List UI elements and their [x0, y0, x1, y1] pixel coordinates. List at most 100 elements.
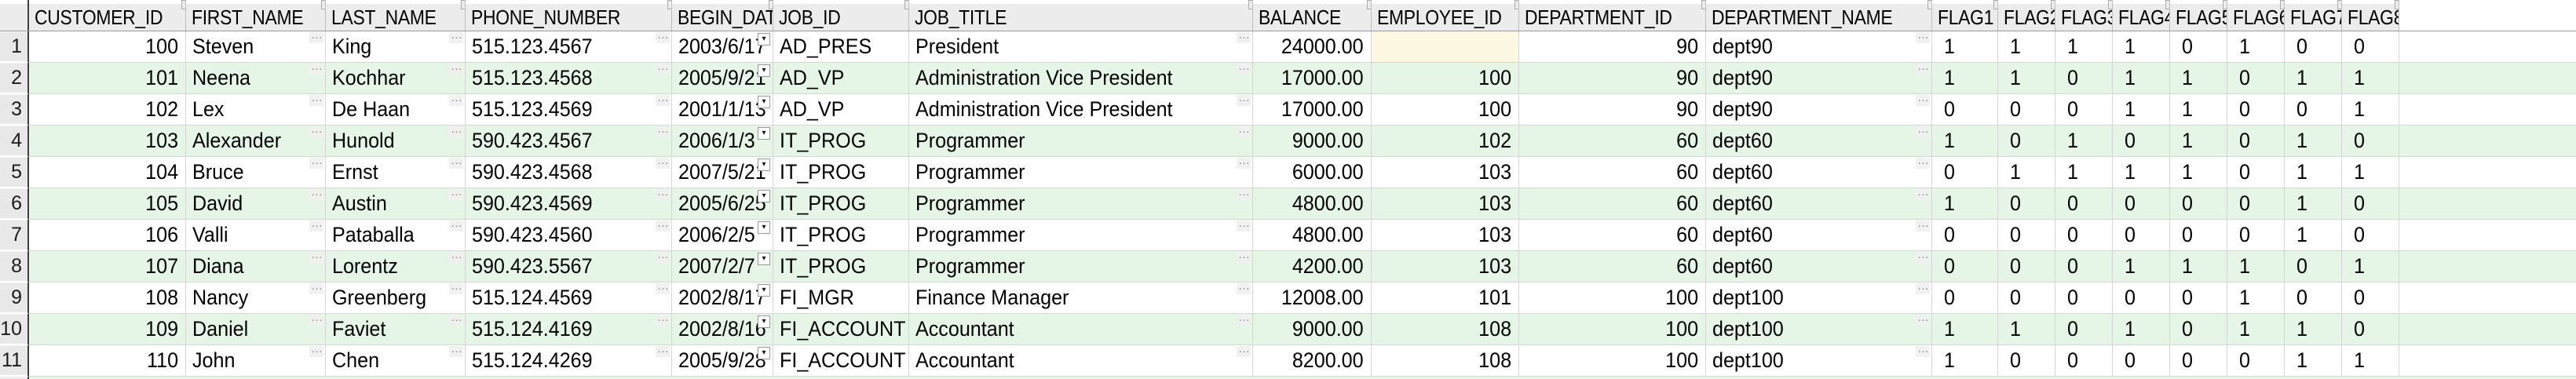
cell[interactable]: dept60…	[1706, 157, 1932, 188]
column-header-EMPLOYEE_ID[interactable]: EMPLOYEE_ID	[1372, 0, 1519, 31]
column-header-DEPARTMENT_NAME[interactable]: DEPARTMENT_NAME	[1706, 0, 1932, 31]
cell[interactable]: 17000.00	[1253, 94, 1372, 126]
cell[interactable]: 9000.00	[1253, 126, 1372, 157]
cell[interactable]: 0	[2227, 188, 2285, 220]
column-header-FIRST_NAME[interactable]: FIRST_NAME	[186, 0, 326, 31]
row-number[interactable]: 2	[0, 63, 29, 94]
column-resize-handle[interactable]	[904, 0, 908, 9]
cell[interactable]: Bruce…	[186, 157, 326, 188]
chevron-down-icon[interactable]: ▾	[758, 190, 770, 202]
row-number[interactable]: 11	[0, 345, 29, 377]
cell[interactable]: IT_PROG	[773, 126, 909, 157]
cell[interactable]: 101	[29, 63, 186, 94]
cell[interactable]: 0	[2055, 63, 2113, 94]
cell[interactable]: 0	[2055, 345, 2113, 377]
cell[interactable]: Programmer…	[909, 251, 1253, 282]
cell[interactable]: 1	[2285, 157, 2342, 188]
cell[interactable]: De Haan…	[326, 94, 466, 126]
cell[interactable]: 1	[1932, 188, 1998, 220]
column-header-LAST_NAME[interactable]: LAST_NAME	[326, 0, 466, 31]
cell[interactable]: 103	[29, 126, 186, 157]
cell[interactable]: Programmer…	[909, 126, 1253, 157]
cell[interactable]: 0	[2342, 220, 2399, 251]
cell[interactable]: David…	[186, 188, 326, 220]
cell[interactable]: AD_PRES	[773, 31, 909, 63]
cell[interactable]: 24000.00	[1253, 31, 1372, 63]
cell[interactable]: 1	[2113, 251, 2170, 282]
cell[interactable]: 0	[2227, 63, 2285, 94]
cell[interactable]: dept100…	[1706, 282, 1932, 314]
cell[interactable]: 103	[1372, 157, 1519, 188]
cell[interactable]: Accountant…	[909, 314, 1253, 345]
cell[interactable]: 101	[1372, 282, 1519, 314]
column-resize-handle[interactable]	[1515, 0, 1518, 9]
row-number[interactable]: 4	[0, 126, 29, 157]
cell[interactable]: 0	[2170, 282, 2227, 314]
cell[interactable]: 90	[1519, 31, 1706, 63]
cell[interactable]: Hunold…	[326, 126, 466, 157]
column-resize-handle[interactable]	[1993, 0, 1997, 9]
cell[interactable]: 0	[2227, 126, 2285, 157]
column-header-FLAG8[interactable]: FLAG8	[2342, 0, 2399, 31]
cell[interactable]: 0	[2170, 314, 2227, 345]
cell[interactable]: Accountant…	[909, 345, 1253, 377]
row-number[interactable]: 5	[0, 157, 29, 188]
cell[interactable]: 0	[1998, 282, 2055, 314]
cell[interactable]: 0	[2227, 345, 2285, 377]
column-resize-handle[interactable]	[1927, 0, 1931, 9]
column-resize-handle[interactable]	[2165, 0, 2169, 9]
cell[interactable]: 108	[1372, 314, 1519, 345]
cell[interactable]: 1	[1932, 314, 1998, 345]
chevron-down-icon[interactable]: ▾	[758, 221, 770, 234]
cell[interactable]: 8200.00	[1253, 345, 1372, 377]
cell[interactable]: 0	[2342, 31, 2399, 63]
cell[interactable]: dept100…	[1706, 345, 1932, 377]
cell[interactable]: 109	[29, 314, 186, 345]
cell[interactable]: 0	[2342, 314, 2399, 345]
cell[interactable]: 100	[1519, 314, 1706, 345]
cell[interactable]: 1	[2170, 251, 2227, 282]
column-resize-handle[interactable]	[2108, 0, 2112, 9]
column-resize-handle[interactable]	[1367, 0, 1371, 9]
cell[interactable]: 2006/2/5 ▾	[672, 220, 773, 251]
chevron-down-icon[interactable]: ▾	[758, 127, 770, 140]
cell[interactable]: 60	[1519, 157, 1706, 188]
cell[interactable]: 0	[2227, 157, 2285, 188]
cell[interactable]: AD_VP	[773, 94, 909, 126]
row-number[interactable]: 7	[0, 220, 29, 251]
cell[interactable]: 2006/1/3 ▾	[672, 126, 773, 157]
cell[interactable]: 102	[1372, 126, 1519, 157]
cell[interactable]: President…	[909, 31, 1253, 63]
column-header-FLAG6[interactable]: FLAG6	[2227, 0, 2285, 31]
cell[interactable]: 2007/5/21 ▾	[672, 157, 773, 188]
cell[interactable]: FI_ACCOUNT	[773, 314, 909, 345]
cell[interactable]: 9000.00	[1253, 314, 1372, 345]
chevron-down-icon[interactable]: ▾	[758, 284, 770, 297]
column-header-CUSTOMER_ID[interactable]: CUSTOMER_ID	[29, 0, 186, 31]
column-header-JOB_ID[interactable]: JOB_ID	[773, 0, 909, 31]
cell[interactable]: 1	[1998, 31, 2055, 63]
cell[interactable]: 100	[29, 31, 186, 63]
cell[interactable]: 1	[2113, 157, 2170, 188]
row-number[interactable]: 6	[0, 188, 29, 220]
cell[interactable]: 1	[2227, 31, 2285, 63]
cell[interactable]: 0	[2227, 220, 2285, 251]
cell[interactable]: dept90…	[1706, 63, 1932, 94]
column-header-DEPARTMENT_ID[interactable]: DEPARTMENT_ID	[1519, 0, 1706, 31]
row-number[interactable]: 8	[0, 251, 29, 282]
cell[interactable]: 0	[1932, 282, 1998, 314]
cell[interactable]: 1	[1998, 63, 2055, 94]
cell[interactable]: 0	[2285, 282, 2342, 314]
column-resize-handle[interactable]	[2395, 0, 2399, 9]
cell[interactable]: 60	[1519, 188, 1706, 220]
cell[interactable]: Programmer…	[909, 220, 1253, 251]
cell[interactable]: 0	[2342, 282, 2399, 314]
cell[interactable]: 0	[2285, 94, 2342, 126]
cell[interactable]: 0	[1998, 220, 2055, 251]
cell[interactable]: 60	[1519, 220, 1706, 251]
cell[interactable]: Programmer…	[909, 157, 1253, 188]
column-header-FLAG7[interactable]: FLAG7	[2285, 0, 2342, 31]
cell[interactable]: 0	[1998, 126, 2055, 157]
cell[interactable]: 17000.00	[1253, 63, 1372, 94]
cell[interactable]: 1	[2055, 126, 2113, 157]
